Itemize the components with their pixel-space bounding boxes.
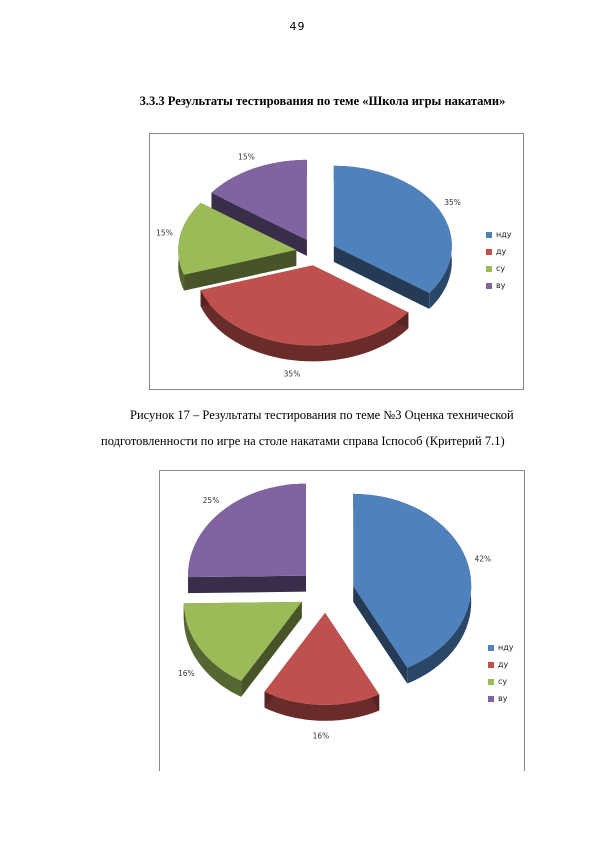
legend-item: ву [486,277,512,294]
pie-chart-1: 35% 35% 15% 15% нду ду су ву [149,133,524,390]
legend-label: нду [496,230,512,239]
legend-item: нду [488,639,514,656]
page-number: 49 [289,20,306,33]
legend-swatch [488,661,494,668]
pie-chart-1-svg: 35% 35% 15% 15% [156,152,461,379]
legend-swatch [488,695,494,702]
pie-slice-wall-су [184,249,297,291]
legend-label: ду [496,247,507,256]
pie-slice-ду [264,612,380,705]
legend-label: нду [498,643,514,652]
pie-slice-wall-нду [353,585,408,684]
legend-swatch [488,678,494,685]
legend-item: ву [488,690,514,707]
pie-chart-2-svg: 42% 16% 16% 25% [178,483,491,741]
legend-label: су [498,677,508,686]
pie-slice-side-ду [200,290,409,362]
chart-2-legend: нду ду су ву [488,639,514,707]
legend-label: ву [498,694,508,703]
pie-slice-wall-ву [188,575,307,594]
pie-slice-wall-ву [211,192,307,256]
pie-data-label: 16% [178,669,195,678]
pie-slice-нду [333,165,452,293]
pie-data-label: 15% [238,152,255,161]
legend-item: су [488,673,514,690]
pie-slice-су [183,601,302,681]
chart-1-legend: нду ду су ву [486,226,512,294]
legend-swatch [486,265,492,272]
pie-data-label: 35% [444,198,461,207]
legend-swatch [486,282,492,289]
pie-slice-ву [188,483,307,578]
pie-data-label: 35% [284,370,301,379]
legend-item: нду [486,226,512,243]
pie-slice-су [178,202,297,275]
pie-data-label: 42% [474,554,491,563]
pie-data-label: 15% [156,229,173,238]
legend-swatch [488,644,494,651]
pie-slice-нду [353,493,472,668]
pie-slice-side-ду [264,691,380,721]
figure-caption: Рисунок 17 – Результаты тестирования по … [60,402,595,454]
legend-swatch [486,231,492,238]
pie-chart-2: 42% 16% 16% 25% нду ду су ву [159,470,525,771]
pie-slice-side-су [183,603,242,697]
legend-swatch [486,248,492,255]
legend-label: ву [496,281,506,290]
section-heading: 3.3.3 Результаты тестирования по теме «Ш… [139,94,506,108]
caption-line-1: Рисунок 17 – Результаты тестирования по … [130,408,514,422]
pie-data-label: 16% [313,732,330,741]
caption-line-2: подготовленности по игре на столе наката… [101,434,505,448]
legend-label: су [496,264,506,273]
pie-slice-ду [200,265,409,346]
legend-label: ду [498,660,509,669]
pie-slice-ву [211,159,307,240]
legend-item: ду [488,656,514,673]
pie-data-label: 25% [203,496,220,505]
legend-item: ду [486,243,512,260]
pie-slice-wall-нду [333,245,430,309]
pie-slice-wall-су [241,601,302,697]
legend-item: су [486,260,512,277]
